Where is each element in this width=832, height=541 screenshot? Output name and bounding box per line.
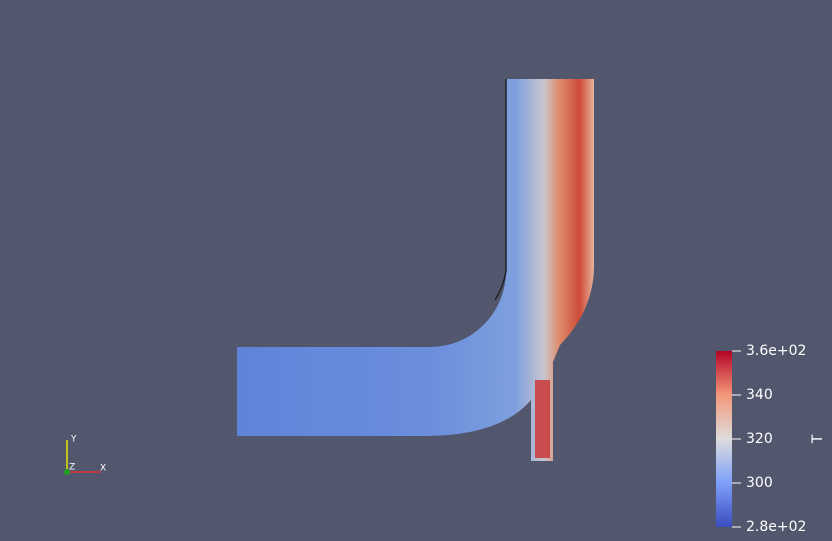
colorbar-ticks: 3.6e+02 340 320 300 2.8e+02: [732, 343, 806, 535]
tick-label: 2.8e+02: [746, 519, 806, 535]
colorbar: [716, 351, 732, 527]
inner-wall: [494, 79, 507, 301]
tick-label: 3.6e+02: [746, 343, 806, 359]
y-label: Y: [70, 435, 77, 445]
colorbar-title: T: [810, 434, 826, 444]
outlet-hot: [535, 380, 550, 458]
orientation-axes: Y Z X: [64, 435, 106, 475]
z-label: Z: [69, 463, 75, 473]
z-axis: [64, 469, 70, 475]
tick-label: 340: [746, 387, 773, 403]
tick-label: 320: [746, 431, 773, 447]
pipe-domain: [237, 79, 594, 461]
x-label: X: [100, 464, 106, 474]
tick-label: 300: [746, 475, 773, 491]
